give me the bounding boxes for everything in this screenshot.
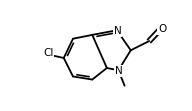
Text: N: N (114, 26, 122, 36)
Text: O: O (158, 25, 166, 35)
Text: Cl: Cl (43, 48, 54, 58)
Text: N: N (115, 66, 123, 76)
